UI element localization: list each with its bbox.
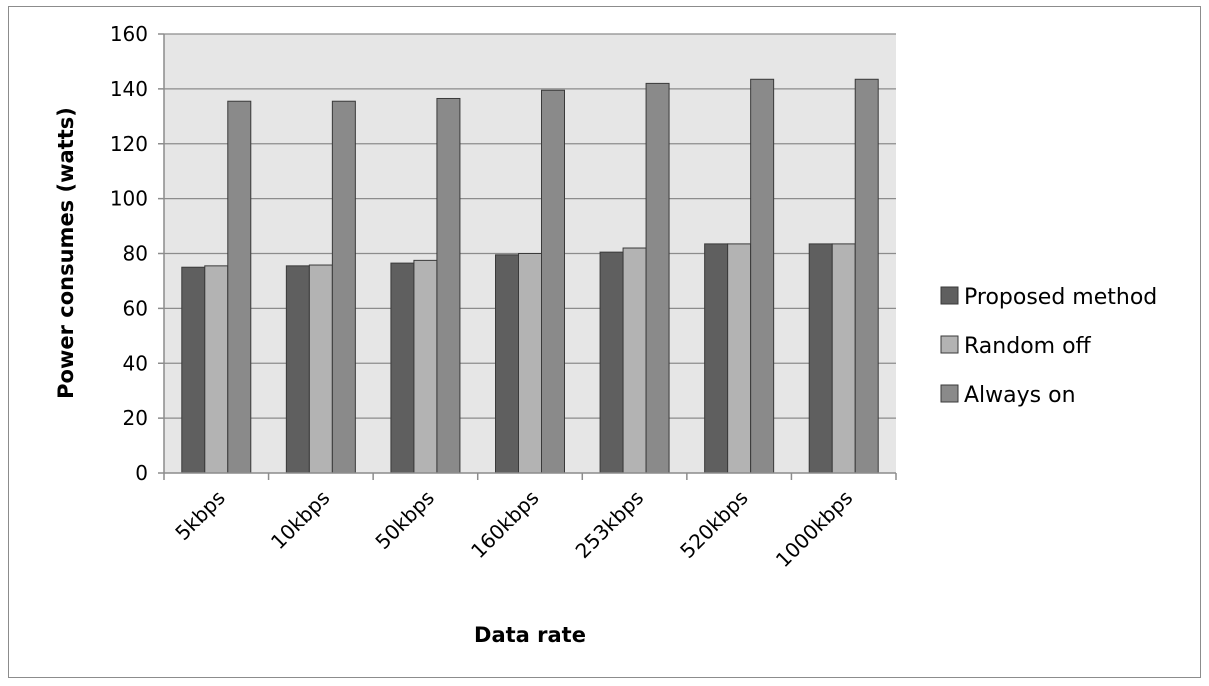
y-tick-label: 40	[123, 351, 148, 375]
legend-swatch-proposed-method	[940, 286, 959, 305]
bar-random-off-1000kbps	[831, 243, 856, 474]
x-tick-label: 5kbps	[170, 486, 229, 545]
y-axis-title: Power consumes (watts)	[54, 107, 78, 399]
x-axis-title: Data rate	[474, 623, 586, 647]
legend-label-random-off: Random off	[964, 334, 1092, 359]
y-tick-label: 60	[123, 296, 148, 320]
bar-always-on-50kbps	[436, 97, 461, 474]
y-tick-label: 160	[110, 22, 148, 46]
legend: Proposed method Random off Always on	[940, 285, 1157, 408]
y-tick-label: 140	[110, 77, 148, 101]
bar-random-off-253kbps	[622, 247, 647, 474]
legend-label-proposed-method: Proposed method	[964, 285, 1157, 310]
y-tick-label: 20	[123, 406, 148, 430]
bar-always-on-10kbps	[331, 100, 356, 474]
bar-proposed-method-160kbps	[495, 254, 519, 474]
x-tick-label: 50kbps	[370, 486, 438, 554]
y-tick-label: 120	[110, 132, 148, 156]
x-tick-label: 520kbps	[675, 486, 752, 563]
bar-proposed-method-10kbps	[285, 265, 310, 474]
x-tick-label: 160kbps	[466, 486, 543, 563]
legend-swatch-random-off	[940, 335, 959, 354]
bar-proposed-method-1000kbps	[808, 243, 833, 474]
bar-proposed-method-253kbps	[599, 251, 624, 474]
x-tick-label: 253kbps	[571, 486, 648, 563]
y-tick-label: 80	[123, 242, 148, 266]
bar-random-off-5kbps	[204, 265, 229, 474]
bar-always-on-520kbps	[750, 78, 775, 474]
bar-proposed-method-520kbps	[704, 243, 729, 474]
bar-proposed-method-50kbps	[390, 262, 415, 474]
bar-always-on-1000kbps	[854, 78, 879, 474]
bar-random-off-10kbps	[308, 264, 333, 474]
bar-random-off-520kbps	[727, 243, 752, 474]
y-tick-label: 0	[135, 461, 148, 485]
bar-always-on-253kbps	[645, 82, 670, 474]
y-tick-label: 100	[110, 187, 148, 211]
x-tick-label: 10kbps	[266, 486, 334, 554]
x-tick-label: 1000kbps	[771, 486, 857, 572]
legend-label-always-on: Always on	[964, 383, 1076, 408]
bar-always-on-160kbps	[541, 89, 565, 474]
bar-random-off-50kbps	[413, 259, 438, 474]
bar-random-off-160kbps	[518, 253, 542, 474]
bar-always-on-5kbps	[227, 100, 252, 474]
legend-swatch-always-on	[940, 384, 959, 403]
bar-proposed-method-5kbps	[181, 266, 206, 474]
